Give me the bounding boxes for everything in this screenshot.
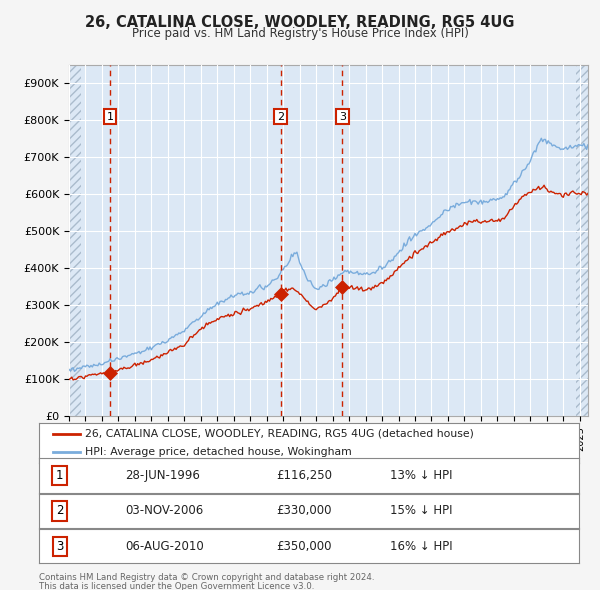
Text: Contains HM Land Registry data © Crown copyright and database right 2024.: Contains HM Land Registry data © Crown c… [39, 573, 374, 582]
Text: Price paid vs. HM Land Registry's House Price Index (HPI): Price paid vs. HM Land Registry's House … [131, 27, 469, 40]
Text: 13% ↓ HPI: 13% ↓ HPI [390, 469, 452, 482]
Text: 06-AUG-2010: 06-AUG-2010 [125, 540, 204, 553]
Text: 3: 3 [56, 540, 63, 553]
Text: 16% ↓ HPI: 16% ↓ HPI [390, 540, 452, 553]
Text: 3: 3 [339, 112, 346, 122]
Text: 15% ↓ HPI: 15% ↓ HPI [390, 504, 452, 517]
Text: £350,000: £350,000 [277, 540, 332, 553]
Text: £330,000: £330,000 [277, 504, 332, 517]
Text: HPI: Average price, detached house, Wokingham: HPI: Average price, detached house, Woki… [85, 447, 352, 457]
Text: 03-NOV-2006: 03-NOV-2006 [125, 504, 203, 517]
Text: 26, CATALINA CLOSE, WOODLEY, READING, RG5 4UG: 26, CATALINA CLOSE, WOODLEY, READING, RG… [85, 15, 515, 30]
Text: 1: 1 [107, 112, 113, 122]
Text: £116,250: £116,250 [277, 469, 332, 482]
Text: 2: 2 [277, 112, 284, 122]
Text: 28-JUN-1996: 28-JUN-1996 [125, 469, 200, 482]
Text: 2: 2 [56, 504, 63, 517]
Bar [69, 65, 80, 416]
Bar [577, 65, 588, 416]
Text: 26, CATALINA CLOSE, WOODLEY, READING, RG5 4UG (detached house): 26, CATALINA CLOSE, WOODLEY, READING, RG… [85, 429, 474, 439]
Text: 1: 1 [56, 469, 63, 482]
Text: This data is licensed under the Open Government Licence v3.0.: This data is licensed under the Open Gov… [39, 582, 314, 590]
